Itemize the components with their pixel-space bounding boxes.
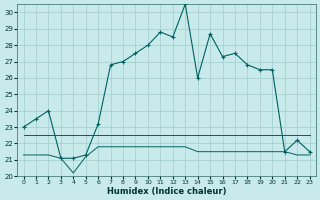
X-axis label: Humidex (Indice chaleur): Humidex (Indice chaleur) bbox=[107, 187, 226, 196]
